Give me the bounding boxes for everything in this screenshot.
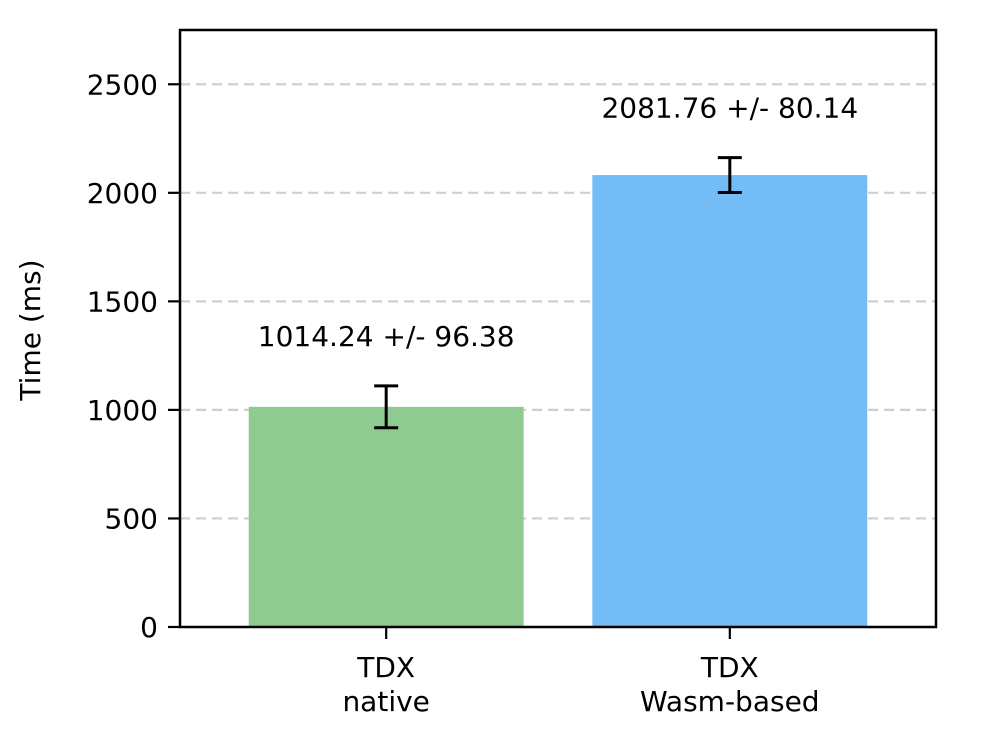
bar-annotation: 2081.76 +/- 80.14	[601, 92, 858, 125]
x-tick-label: TDX	[356, 651, 415, 684]
bar	[248, 406, 524, 627]
bar	[592, 175, 868, 627]
y-tick-label: 1000	[87, 394, 158, 427]
bar-annotations: 1014.24 +/- 96.38 2081.76 +/- 80.14	[258, 92, 858, 353]
y-tick-label: 2500	[87, 68, 158, 101]
y-tick-label: 0	[140, 611, 158, 644]
x-tick-label: TDX	[700, 651, 759, 684]
y-tick-label: 2000	[87, 177, 158, 210]
x-tick-label: Wasm-based	[640, 685, 820, 718]
bars	[248, 175, 868, 627]
y-tick-label: 500	[105, 502, 158, 535]
y-tick-label: 1500	[87, 285, 158, 318]
error-bars	[374, 156, 742, 430]
y-axis-ticks: 0 500 1000 1500 2000 2500	[87, 68, 180, 644]
x-tick-label: native	[342, 685, 429, 718]
bar-annotation: 1014.24 +/- 96.38	[258, 320, 515, 353]
y-axis-label: Time (ms)	[14, 259, 47, 401]
plot-frame	[178, 28, 938, 629]
